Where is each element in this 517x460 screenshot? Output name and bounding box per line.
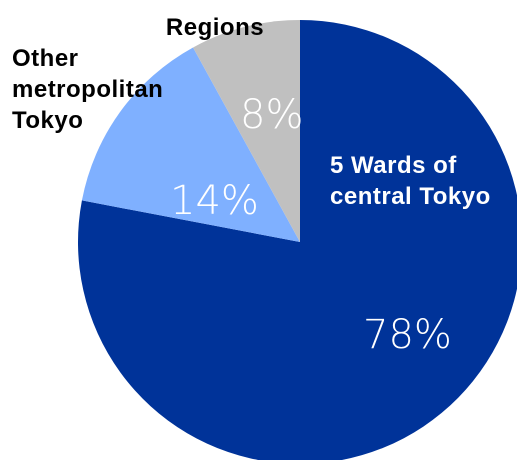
value-label: 78% bbox=[363, 312, 452, 358]
pie-slice bbox=[81, 47, 301, 242]
pie-slice bbox=[193, 20, 300, 242]
slice-label: 5 Wards of central Tokyo bbox=[330, 152, 491, 210]
pie-slice bbox=[78, 20, 517, 460]
slice-label: Regions bbox=[165, 14, 265, 41]
value-label: 14% bbox=[170, 178, 259, 224]
value-label: 8% bbox=[240, 92, 304, 138]
slice-label: Other metropolitan Tokyo bbox=[12, 45, 164, 134]
